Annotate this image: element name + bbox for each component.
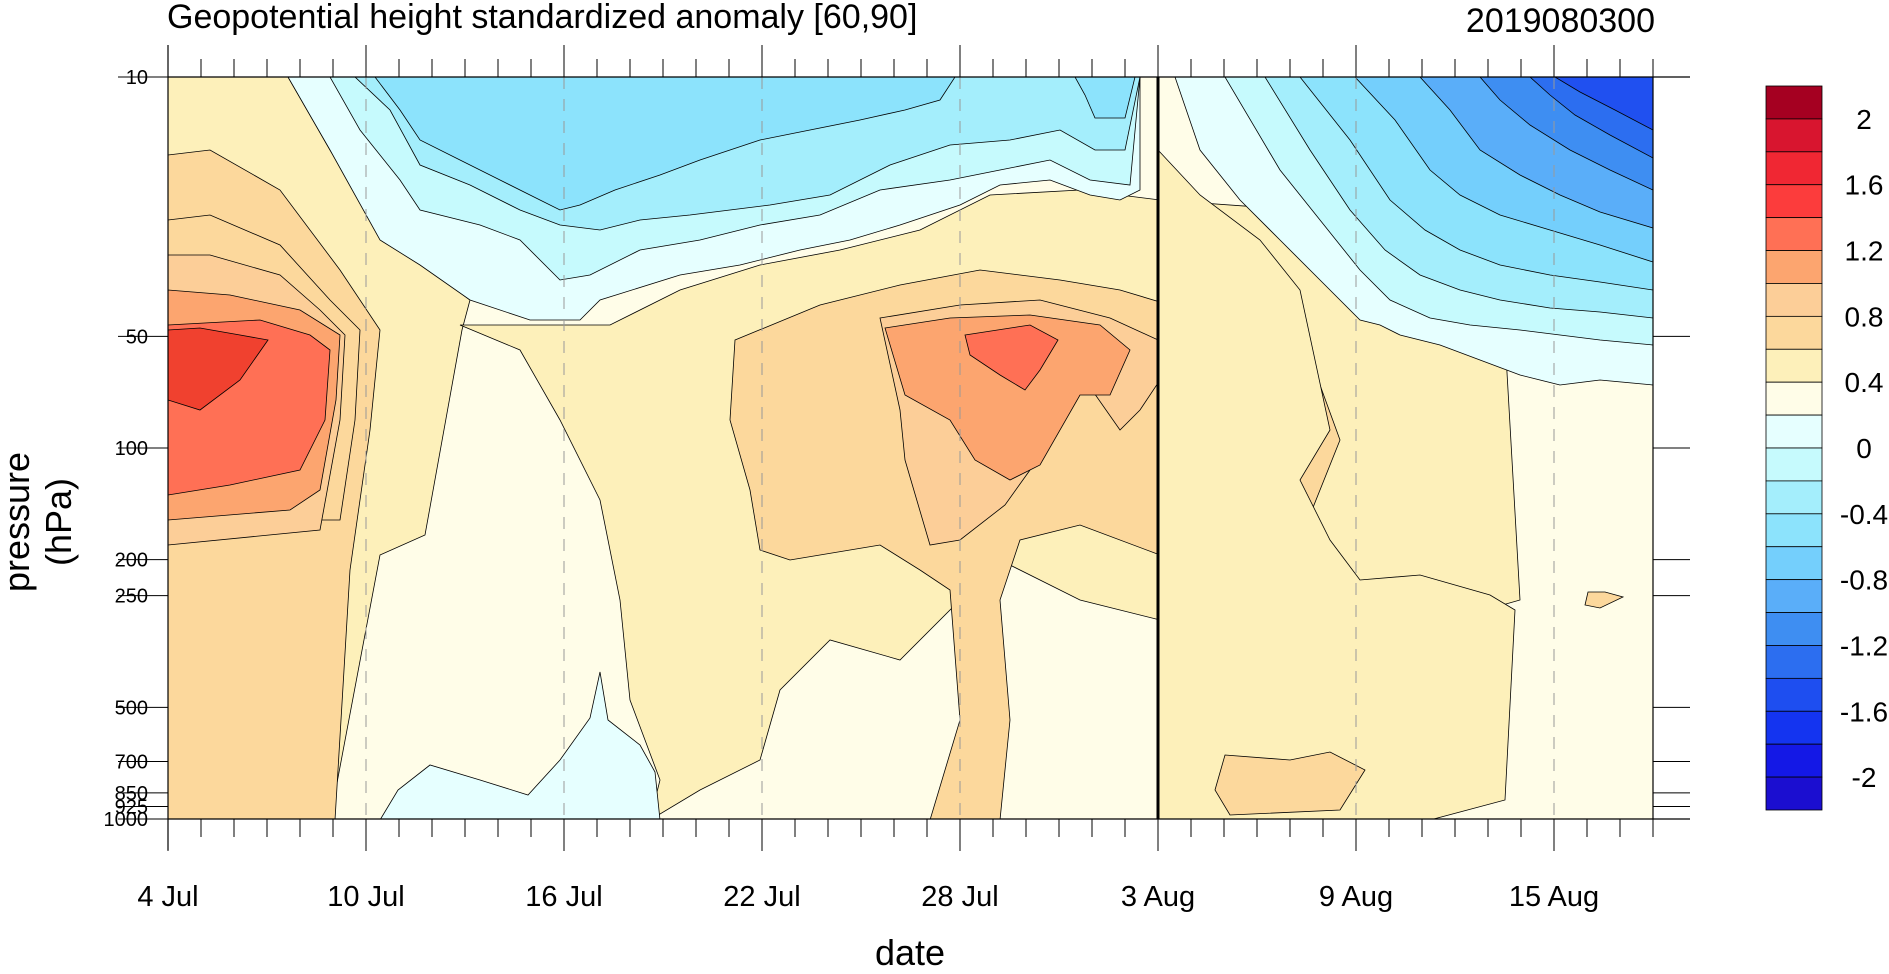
y-tick-label: 250: [115, 586, 148, 608]
colorbar-swatch: [1765, 645, 1823, 679]
colorbar-label: 1.6: [1845, 170, 1884, 201]
contour-region-1.2-1.4-mid: [964, 324, 1059, 391]
contour-region-0.4-0.6-right-low: [1214, 751, 1366, 816]
colorbar-swatch: [1765, 546, 1823, 581]
x-axis-title: date: [874, 932, 946, 973]
colorbar: 2 1.6 1.2 0.8 0.4 0 -0.4 -0.8 -1.2 -1.6 -2: [1765, 85, 1888, 811]
colorbar-swatch: [1765, 480, 1823, 515]
y-tick-label: 1000: [104, 809, 149, 831]
y-axis-title: pressure (hPa): [0, 451, 79, 593]
colorbar-swatch: [1765, 414, 1823, 449]
colorbar-swatch: [1765, 677, 1823, 712]
y-tick-label: 100: [115, 438, 148, 460]
contour-region-0.4-0.6-right-small: [1584, 591, 1625, 609]
colorbar-label: -1.6: [1840, 696, 1888, 727]
colorbar-swatch: [1765, 315, 1823, 350]
x-axis-ticks: 4 Jul 10 Jul 16 Jul 22 Jul 28 Jul 3 Aug 9 Aug 1…: [137, 45, 1654, 913]
colorbar-swatch: [1765, 743, 1823, 778]
colorbar-swatch: [1765, 250, 1823, 284]
contour-region-neg-1.0-small: [1074, 77, 1136, 119]
colorbar-label: 1.2: [1845, 236, 1884, 267]
colorbar-label: -1.2: [1840, 630, 1888, 661]
contour-region-1.6-1.8-left: [168, 327, 269, 411]
colorbar-swatch: [1765, 184, 1823, 219]
colorbar-swatch: [1765, 612, 1823, 646]
x-tick-label: 4 Jul: [137, 881, 198, 913]
colorbar-swatch: [1765, 348, 1823, 383]
colorbar-swatch: [1765, 776, 1823, 811]
colorbar-label: 2: [1856, 104, 1872, 135]
y-tick-label: 700: [115, 752, 148, 774]
colorbar-swatch: [1765, 217, 1823, 251]
chart-title: Geopotential height standardized anomaly…: [167, 0, 918, 36]
x-tick-label: 3 Aug: [1121, 881, 1195, 913]
colorbar-swatch: [1765, 283, 1823, 317]
colorbar-swatch: [1765, 579, 1823, 613]
y-tick-label: 10: [126, 67, 148, 89]
x-tick-label: 10 Jul: [327, 881, 404, 913]
contour-fill-layer: [168, 77, 1653, 819]
x-tick-label: 9 Aug: [1319, 881, 1393, 913]
contour-region-0.8-1.0-mid: [884, 314, 1131, 481]
colorbar-label: 0: [1856, 433, 1872, 464]
colorbar-swatch: [1765, 118, 1823, 153]
colorbar-label: -0.8: [1840, 565, 1888, 596]
colorbar-swatch: [1765, 151, 1823, 186]
contour-region-0.2-0.4-right: [1157, 148, 1516, 819]
x-tick-label: 28 Jul: [921, 881, 998, 913]
x-tick-label: 15 Aug: [1509, 881, 1599, 913]
colorbar-label: 0.8: [1845, 301, 1884, 332]
y-tick-label: 500: [115, 697, 148, 719]
colorbar-swatch: [1765, 513, 1823, 548]
colorbar-swatch: [1765, 381, 1823, 416]
chart-date-stamp: 2019080300: [1465, 2, 1655, 40]
colorbar-label: 0.4: [1845, 367, 1884, 398]
contour-region-neg-right-1.8: [1554, 77, 1653, 131]
colorbar-label: -0.4: [1840, 499, 1888, 530]
date-gridlines: [365, 77, 1555, 819]
colorbar-swatch: [1765, 447, 1823, 482]
y-tick-label: 925: [115, 796, 148, 818]
y-tick-label: 200: [115, 550, 148, 572]
colorbar-swatch: [1765, 85, 1823, 120]
x-tick-label: 16 Jul: [525, 881, 602, 913]
contour-region-neg-bottom: [380, 671, 661, 819]
contour-region-neg-0.8: [374, 77, 956, 211]
colorbar-swatch: [1765, 710, 1823, 745]
colorbar-label: -2: [1852, 762, 1877, 793]
x-tick-label: 22 Jul: [723, 881, 800, 913]
y-tick-label: 850: [115, 783, 148, 805]
y-tick-label: 50: [126, 326, 148, 348]
